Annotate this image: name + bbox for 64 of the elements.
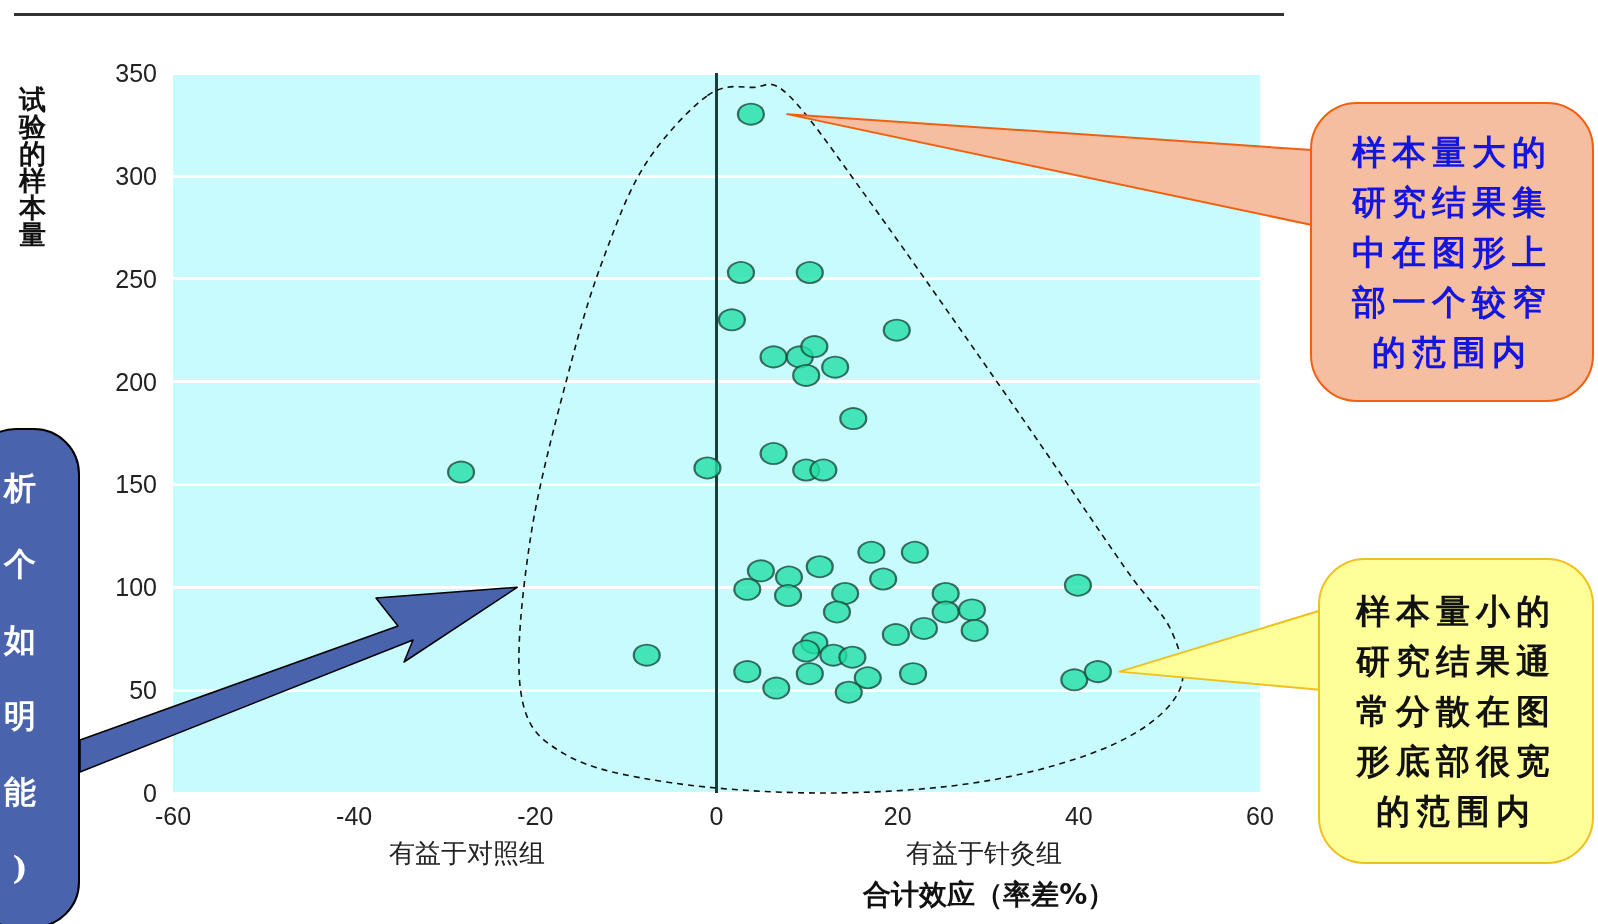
point xyxy=(900,540,929,564)
point xyxy=(909,616,938,640)
text: 析个如明能) xyxy=(0,428,80,924)
point xyxy=(726,261,755,285)
point xyxy=(960,618,989,642)
x-tick-label: 20 xyxy=(883,801,912,830)
point xyxy=(759,442,788,466)
point xyxy=(839,407,868,431)
point xyxy=(736,102,765,126)
point xyxy=(693,456,722,480)
point xyxy=(1063,573,1092,597)
x-tick-label: -60 xyxy=(154,801,192,830)
point xyxy=(857,540,886,564)
y-tick-label: 100 xyxy=(115,573,157,602)
point xyxy=(838,645,867,669)
point xyxy=(774,584,803,608)
point xyxy=(853,666,882,690)
text: 样本量大的研究结果集中在图形上部一个较窄的范围内 xyxy=(1310,102,1594,402)
point xyxy=(1060,668,1089,692)
point xyxy=(823,600,851,624)
y-tick-label: 150 xyxy=(115,470,157,499)
x-tick-label: 40 xyxy=(1064,801,1093,830)
y-tick-label: 350 xyxy=(115,59,157,87)
y-tick-label: 0 xyxy=(143,779,157,807)
point xyxy=(792,639,821,663)
point xyxy=(762,676,791,700)
point xyxy=(957,598,986,622)
point xyxy=(447,460,476,484)
x-axis-title: 合计效应（率差%） xyxy=(863,877,1116,913)
point xyxy=(795,662,824,686)
point xyxy=(792,363,821,387)
point xyxy=(834,680,863,704)
point xyxy=(746,559,775,583)
point xyxy=(809,458,838,482)
y-tick-label: 200 xyxy=(115,367,157,396)
point xyxy=(881,623,910,647)
point xyxy=(733,660,762,684)
y-tick-label: 300 xyxy=(115,161,157,190)
y-tick-label: 250 xyxy=(115,264,157,293)
y-axis-title: 试验的样本量 xyxy=(17,84,47,250)
point xyxy=(759,345,788,369)
point xyxy=(805,555,834,579)
point xyxy=(899,662,928,686)
point xyxy=(831,581,860,605)
point xyxy=(931,581,960,605)
point xyxy=(800,335,829,359)
point xyxy=(795,261,824,285)
point xyxy=(931,600,960,624)
x-tick-label: 60 xyxy=(1246,801,1274,830)
point xyxy=(882,318,911,342)
x-tick-label: -40 xyxy=(336,801,373,830)
text: 有益于针灸组 xyxy=(905,837,1062,870)
x-tick-label: 0 xyxy=(709,801,724,830)
point xyxy=(774,565,803,589)
point xyxy=(733,577,762,601)
point xyxy=(717,308,746,332)
y-tick-label: 50 xyxy=(129,676,157,705)
text: 有益于对照组 xyxy=(389,837,546,870)
text: 样本量小的研究结果通常分散在图形底部很宽的范围内 xyxy=(1318,558,1594,864)
point xyxy=(869,567,898,591)
x-tick-label: -20 xyxy=(517,801,554,830)
point xyxy=(632,643,661,667)
point xyxy=(1083,660,1112,684)
point xyxy=(821,355,850,379)
